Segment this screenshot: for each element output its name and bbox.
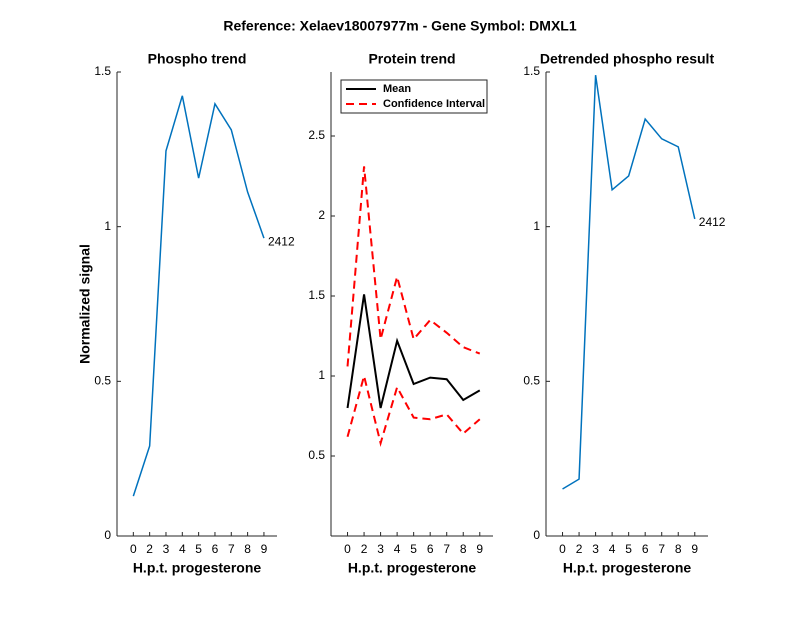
x-axis-label: H.p.t. progesterone xyxy=(348,560,477,576)
line xyxy=(132,95,265,497)
x-tick-label: 0 xyxy=(344,542,351,556)
line xyxy=(562,74,696,490)
y-axis-label: Normalized signal xyxy=(77,244,93,364)
x-tick-label: 3 xyxy=(592,542,599,556)
x-tick-label: 5 xyxy=(625,542,632,556)
x-tick-label: 4 xyxy=(394,542,401,556)
legend-label: Mean xyxy=(383,83,411,95)
x-tick-label: 6 xyxy=(427,542,434,556)
y-tick-label: 1 xyxy=(104,219,111,233)
x-tick-label: 8 xyxy=(675,542,682,556)
y-tick-label: 1 xyxy=(318,368,325,382)
y-tick-label: 2.5 xyxy=(308,128,325,142)
y-tick-label: 1.5 xyxy=(523,64,540,78)
subplot-title: Protein trend xyxy=(368,51,455,67)
x-tick-label: 7 xyxy=(228,542,235,556)
x-tick-label: 7 xyxy=(658,542,665,556)
y-tick-label: 0.5 xyxy=(94,374,111,388)
subplot-title: Phospho trend xyxy=(148,51,247,67)
y-tick-label: 0.5 xyxy=(523,374,540,388)
x-tick-label: 2 xyxy=(576,542,583,556)
x-tick-label: 9 xyxy=(261,542,268,556)
annotation: 2412 xyxy=(268,234,295,248)
x-tick-label: 4 xyxy=(609,542,616,556)
x-tick-label: 9 xyxy=(691,542,698,556)
y-tick-label: 0 xyxy=(104,528,111,542)
x-tick-label: 6 xyxy=(212,542,219,556)
x-tick-label: 7 xyxy=(443,542,450,556)
x-tick-label: 3 xyxy=(163,542,170,556)
x-tick-label: 5 xyxy=(195,542,202,556)
x-tick-label: 9 xyxy=(476,542,483,556)
x-tick-label: 8 xyxy=(460,542,467,556)
y-tick-label: 0.5 xyxy=(308,448,325,462)
y-tick-label: 2 xyxy=(318,208,325,222)
figure-title: Reference: Xelaev18007977m - Gene Symbol… xyxy=(223,18,576,34)
x-tick-label: 8 xyxy=(244,542,251,556)
annotation: 2412 xyxy=(699,215,726,229)
line xyxy=(346,166,481,367)
legend-label: Confidence Interval xyxy=(383,98,485,110)
x-tick-label: 6 xyxy=(642,542,649,556)
x-axis-label: H.p.t. progesterone xyxy=(563,560,692,576)
subplot-title: Detrended phospho result xyxy=(540,51,715,67)
x-tick-label: 3 xyxy=(377,542,384,556)
x-tick-label: 5 xyxy=(410,542,417,556)
line xyxy=(346,294,481,409)
x-tick-label: 2 xyxy=(146,542,153,556)
legend-box xyxy=(340,79,488,114)
x-axis-label: H.p.t. progesterone xyxy=(133,560,262,576)
x-tick-label: 2 xyxy=(361,542,368,556)
x-tick-label: 0 xyxy=(559,542,566,556)
line xyxy=(346,372,481,448)
y-tick-label: 1.5 xyxy=(308,288,325,302)
y-tick-label: 1.5 xyxy=(94,64,111,78)
x-tick-label: 4 xyxy=(179,542,186,556)
y-tick-label: 1 xyxy=(533,219,540,233)
x-tick-label: 0 xyxy=(130,542,137,556)
y-tick-label: 0 xyxy=(533,528,540,542)
